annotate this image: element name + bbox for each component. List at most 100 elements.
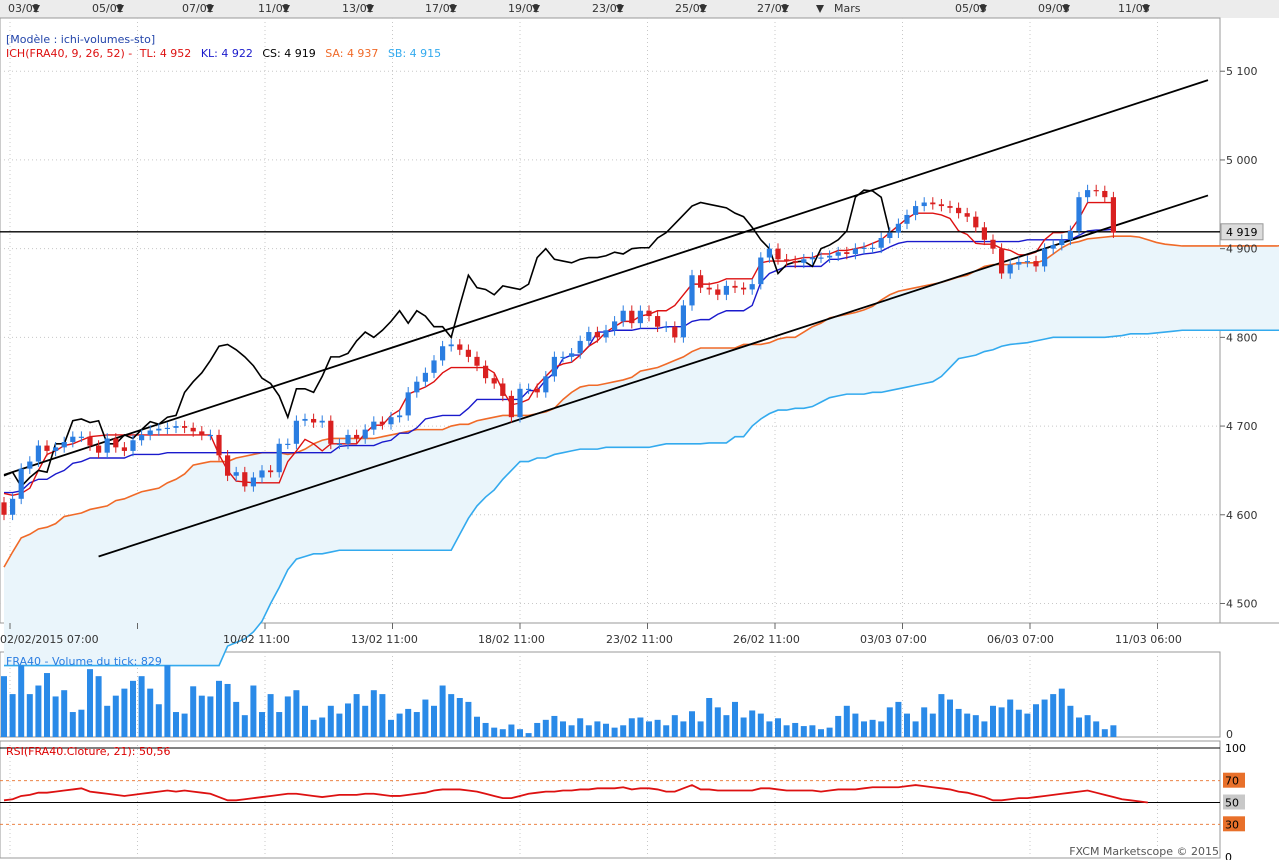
top-date-marker	[816, 5, 824, 13]
candle-body	[121, 447, 127, 451]
candle-body	[603, 330, 609, 338]
candle-body	[612, 321, 618, 331]
candle-body	[551, 356, 557, 377]
volume-bar	[431, 705, 437, 737]
volume-bar	[998, 707, 1005, 737]
top-date-marker	[282, 5, 290, 13]
y-tick-label: 5 100	[1226, 65, 1258, 78]
candle-body	[242, 472, 248, 487]
candle-body	[1016, 261, 1022, 265]
candle-body	[225, 455, 231, 476]
volume-bar	[508, 724, 515, 737]
candle-body	[938, 204, 944, 207]
y-tick-label: 5 000	[1226, 154, 1258, 167]
volume-bar	[757, 713, 764, 737]
candle-body	[680, 305, 686, 338]
volume-bar	[405, 708, 412, 737]
candle-body	[259, 470, 265, 478]
volume-bar	[620, 725, 627, 737]
candle-body	[405, 392, 411, 416]
top-date-marker	[1142, 5, 1150, 13]
volume-bar	[276, 712, 283, 737]
volume-bar	[319, 717, 326, 737]
volume-bar	[345, 703, 351, 737]
candle-body	[913, 206, 919, 215]
candle-body	[999, 248, 1005, 274]
candle-body	[96, 445, 102, 453]
volume-bar	[44, 673, 50, 737]
rsi-tick-label: 30	[1225, 818, 1239, 831]
volume-bar	[35, 685, 42, 737]
volume-bar	[147, 688, 154, 737]
volume-bar	[233, 701, 240, 737]
volume-bar	[216, 680, 222, 737]
volume-bar	[284, 696, 291, 737]
volume-bar	[929, 713, 936, 737]
top-date-marker	[781, 5, 789, 13]
tenkan-line	[3, 201, 1114, 496]
time-axis-label: 13/02 11:00	[351, 633, 418, 646]
candle-body	[646, 310, 652, 317]
candle-body	[620, 310, 626, 322]
candle-body	[517, 388, 523, 418]
top-date-label: 13/02	[342, 2, 374, 15]
rsi-line	[3, 784, 1148, 804]
rsi-tick-label: 0	[1225, 851, 1232, 860]
rsi-label: RSI(FRA40.Cloture, 21): 50,56	[6, 745, 171, 758]
volume-bar	[362, 705, 369, 737]
volume-bar	[671, 715, 678, 737]
volume-bars	[1, 665, 1117, 737]
volume-bar	[852, 713, 859, 737]
volume-bar	[697, 721, 704, 737]
volume-bar	[843, 705, 850, 737]
volume-bar	[9, 694, 16, 737]
candle-body	[113, 438, 119, 448]
candle-body	[354, 434, 360, 439]
candle-body	[973, 216, 979, 228]
kumo-cloud	[4, 236, 1279, 666]
time-axis-label: 26/02 11:00	[733, 633, 800, 646]
top-date-label: 07/02	[182, 2, 214, 15]
top-date-label: 27/02	[757, 2, 789, 15]
time-axis-label: 06/03 07:00	[987, 633, 1054, 646]
kumo-fill	[4, 236, 1279, 666]
top-date-marker	[449, 5, 457, 13]
volume-bar	[207, 696, 214, 737]
candle-body	[104, 438, 110, 453]
y-tick-label: 4 900	[1226, 243, 1258, 256]
time-axis-label: 10/02 11:00	[223, 633, 290, 646]
volume-bar	[26, 694, 33, 737]
volume-bar	[637, 717, 644, 737]
copyright: FXCM Marketscope © 2015	[1069, 845, 1219, 858]
volume-bar	[422, 699, 429, 737]
candle-body	[594, 332, 600, 338]
volume-bar	[112, 695, 119, 737]
candle-body	[655, 316, 661, 327]
candle-body	[500, 383, 506, 396]
indicator-lines	[0, 79, 1279, 667]
candle-body	[526, 388, 532, 391]
price-badge	[1220, 223, 1264, 241]
volume-bar	[723, 715, 730, 737]
candle-body	[809, 257, 815, 260]
ich-label: ICH(FRA40, 9, 26, 52) -	[6, 47, 133, 60]
volume-bar	[1041, 699, 1048, 737]
volume-bar	[1024, 713, 1031, 737]
senkou-b-line	[4, 329, 1279, 667]
candle-body	[689, 275, 695, 306]
chikou-line	[3, 189, 891, 488]
volume-bar	[198, 695, 205, 737]
candle-body	[268, 470, 274, 473]
candle-body	[61, 442, 67, 448]
candle-body	[18, 468, 24, 499]
volume-bar	[78, 709, 85, 737]
candle-body	[70, 436, 76, 443]
top-axis-bg	[0, 0, 1279, 18]
candle-body	[311, 418, 317, 423]
volume-bar	[517, 729, 523, 737]
candle-body	[1033, 261, 1039, 267]
volume-bar	[499, 729, 506, 737]
candle-body	[216, 434, 222, 456]
volume-bar	[69, 712, 76, 737]
top-date-marker	[366, 5, 374, 13]
